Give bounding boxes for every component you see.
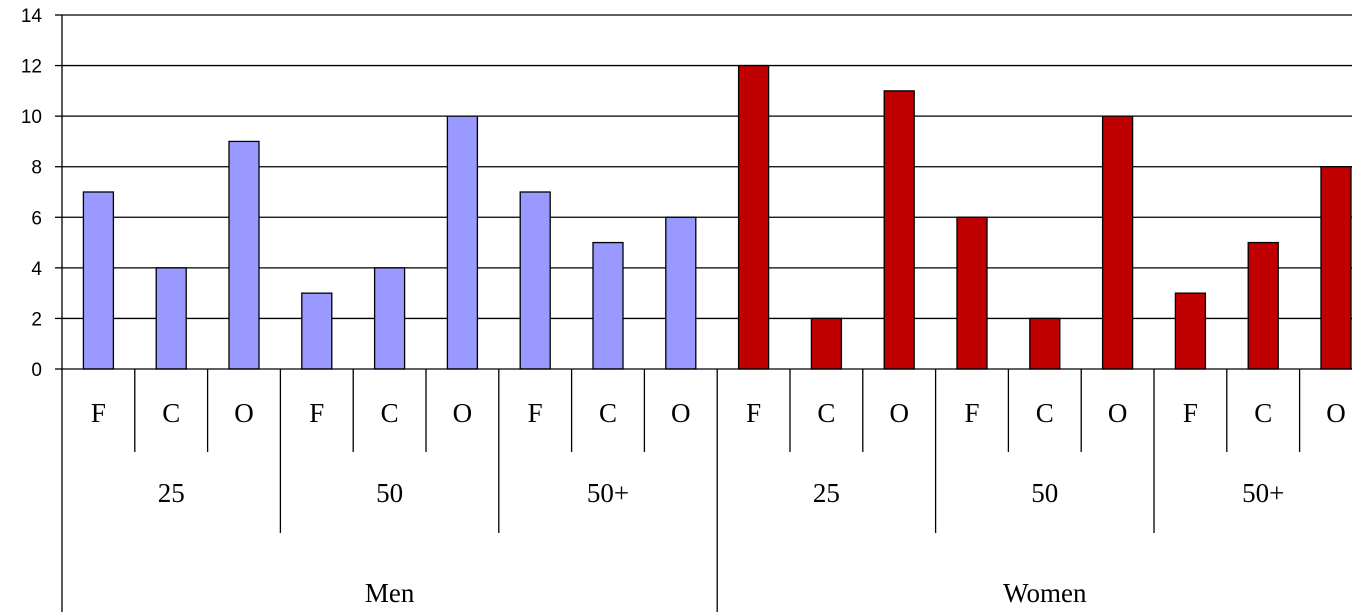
- bar: [810, 317, 843, 370]
- bar: [1247, 241, 1279, 370]
- category-label: F: [964, 398, 979, 428]
- category-label: O: [1326, 398, 1346, 428]
- category-label: C: [1036, 398, 1054, 428]
- subgroup-label: 50: [376, 478, 403, 508]
- category-label: O: [234, 398, 254, 428]
- y-tick-label: 8: [31, 158, 42, 179]
- bar: [883, 90, 915, 370]
- subgroup-label: 25: [813, 478, 840, 508]
- y-tick-label: 10: [21, 107, 42, 128]
- y-tick-label: 6: [31, 208, 42, 229]
- subgroup-label: 50+: [587, 478, 629, 508]
- category-label: C: [162, 398, 180, 428]
- y-tick-label: 4: [31, 259, 42, 280]
- subgroup-label: 50+: [1242, 478, 1284, 508]
- group-label: Women: [1003, 578, 1087, 608]
- subgroup-label: 25: [158, 478, 185, 508]
- gridlines: [62, 14, 1352, 320]
- category-label: F: [528, 398, 543, 428]
- bar: [956, 216, 988, 370]
- bars: [82, 64, 1352, 370]
- bar: [1101, 115, 1134, 370]
- bar: [1029, 317, 1061, 370]
- bar: [82, 191, 115, 370]
- y-tick-label: 12: [21, 57, 42, 78]
- bar: [737, 64, 770, 370]
- bar: [519, 191, 551, 370]
- bar: [155, 267, 187, 370]
- category-label: O: [671, 398, 691, 428]
- subgroup-label: 50: [1031, 478, 1058, 508]
- bar: [1320, 166, 1352, 370]
- group-label: Men: [365, 578, 415, 608]
- category-label: F: [91, 398, 106, 428]
- bar: [592, 241, 624, 370]
- bar: [301, 292, 333, 370]
- category-label: F: [309, 398, 324, 428]
- bar: [373, 267, 406, 370]
- y-tick-label: 14: [21, 6, 43, 27]
- y-tick-label: 0: [31, 360, 42, 381]
- bar: [1174, 292, 1207, 370]
- category-label: O: [889, 398, 909, 428]
- category-label: O: [453, 398, 473, 428]
- axes: [55, 14, 1352, 612]
- y-tick-label: 2: [31, 309, 42, 330]
- bar: [228, 140, 260, 370]
- category-label: C: [1254, 398, 1272, 428]
- category-label: O: [1108, 398, 1128, 428]
- category-label: C: [599, 398, 617, 428]
- category-label: F: [746, 398, 761, 428]
- category-label: F: [1183, 398, 1198, 428]
- category-label: C: [381, 398, 399, 428]
- bar: [446, 115, 479, 370]
- axis-labels: 0 2 4 6 8 10 12 14 F C O F C O F C O F C O F C O F C O 25 50 50+ Men 2…: [21, 6, 1346, 608]
- category-label: C: [817, 398, 835, 428]
- bar: [665, 216, 697, 370]
